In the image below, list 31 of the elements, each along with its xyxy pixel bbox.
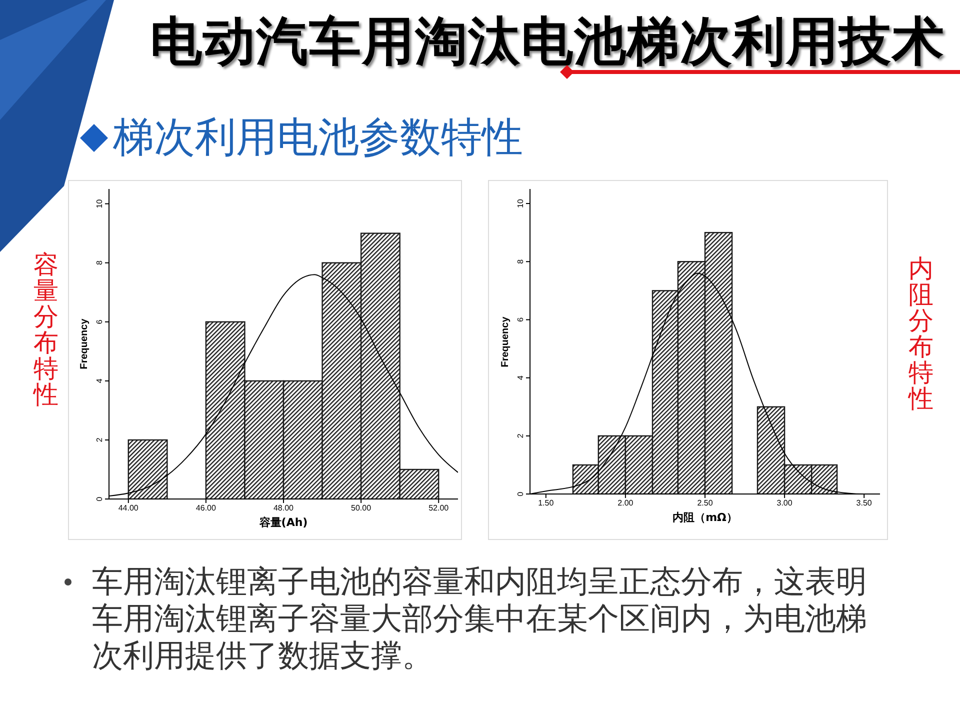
y-tick-label: 4 <box>95 378 104 384</box>
x-axis-title: 容量(Ah) <box>258 515 309 530</box>
y-tick-label: 10 <box>95 198 104 208</box>
y-axis-title: Frequency <box>79 318 91 370</box>
x-tick-label: 46.00 <box>196 504 216 513</box>
x-tick-label: 3.50 <box>856 498 872 508</box>
chart-subtitle: 梯次利用电池参数特性 <box>113 112 523 162</box>
text: 车用淘汰锂离子电池的容量和内阻均呈正态分布，这表明车用淘汰锂离子容量大部分集中在某个区间内，为电池梯次利用提供了数据支撑。 <box>92 564 868 675</box>
x-tick-label: 3.00 <box>776 498 793 508</box>
x-tick-label: 44.00 <box>118 504 139 513</box>
y-tick-label: 10 <box>516 198 525 208</box>
y-tick-label: 2 <box>516 433 525 438</box>
x-tick-label: 48.00 <box>273 504 294 513</box>
y-axis-title: Frequency <box>500 316 512 367</box>
y-tick-label: 6 <box>516 316 525 322</box>
x-tick-label: 50.00 <box>351 504 372 513</box>
y-tick-label: 8 <box>95 260 104 266</box>
y-tick-label: 8 <box>516 258 525 264</box>
chart-title: 电动汽车用淘汰电池梯次利用技术 <box>150 12 945 72</box>
y-tick-label: 0 <box>95 496 104 502</box>
y-tick-label: 4 <box>516 375 525 380</box>
y-tick-label: 0 <box>516 491 525 496</box>
text: 容量分布特性 <box>32 250 60 409</box>
y-tick-label: 6 <box>95 319 104 324</box>
text: 内阻分布特性 <box>907 254 934 413</box>
x-tick-label: 2.00 <box>618 498 634 508</box>
x-tick-label: 2.50 <box>697 498 714 508</box>
x-tick-label: 52.00 <box>428 504 450 513</box>
y-tick-label: 2 <box>95 437 104 442</box>
x-axis-title: 内阻（mΩ） <box>672 510 738 525</box>
x-tick-label: 1.50 <box>538 498 554 508</box>
